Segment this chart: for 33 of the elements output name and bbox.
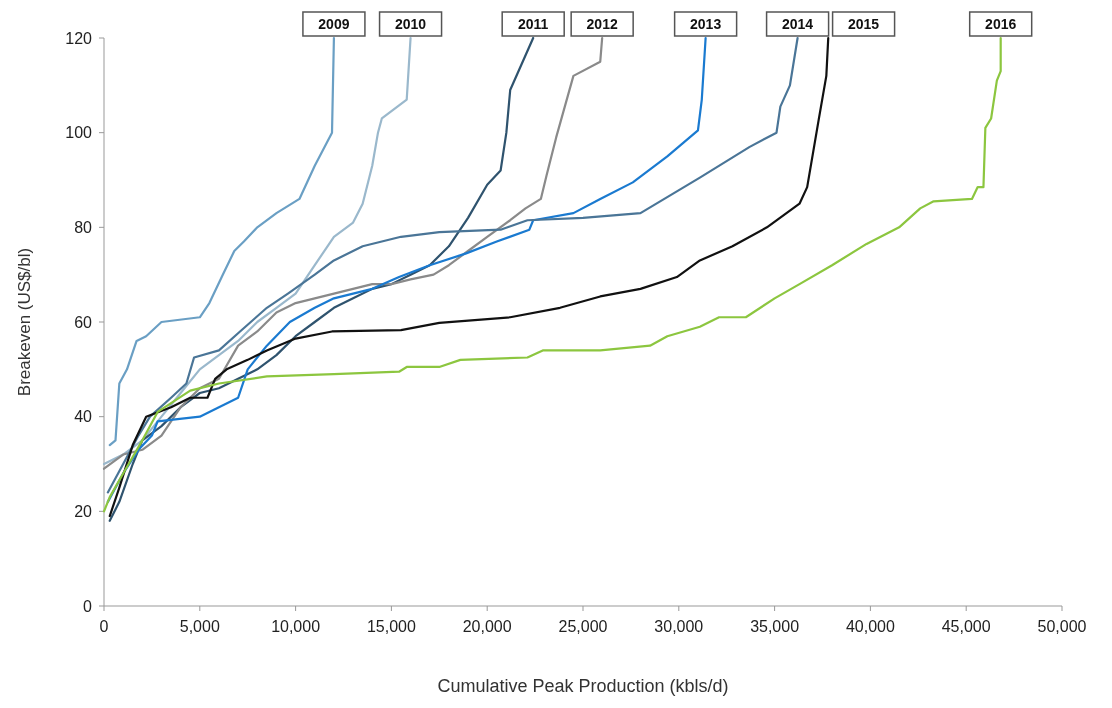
x-tick-label: 45,000	[941, 618, 991, 635]
series-label: 2014	[782, 16, 814, 32]
y-tick-label: 40	[74, 408, 93, 426]
x-tick-label: 0	[99, 618, 109, 635]
series-label: 2013	[690, 16, 722, 32]
series-label: 2012	[586, 16, 618, 32]
x-axis-title: Cumulative Peak Production (kbls/d)	[437, 676, 729, 696]
line-series	[108, 36, 535, 522]
series-label: 2009	[318, 16, 350, 32]
y-tick-label: 80	[74, 218, 93, 236]
y-axis-title: Breakeven (US$/bl)	[15, 247, 34, 397]
x-tick-label: 35,000	[750, 618, 800, 635]
x-tick-label: 5,000	[179, 618, 220, 635]
line-series	[102, 36, 604, 470]
y-tick-label: 100	[65, 124, 93, 142]
y-tick-label: 0	[83, 597, 93, 615]
x-tick-label: 30,000	[654, 618, 704, 635]
x-tick-label: 50,000	[1037, 618, 1087, 635]
x-tick-label: 25,000	[558, 618, 608, 635]
x-tick-label: 10,000	[271, 618, 321, 635]
x-tick-label: 40,000	[845, 618, 895, 635]
line-series	[108, 36, 336, 447]
series-label: 2015	[848, 16, 880, 32]
x-tick-label: 20,000	[462, 618, 512, 635]
series-label: 2010	[394, 16, 427, 32]
y-tick-label: 20	[74, 502, 93, 520]
series-label: 2011	[518, 16, 549, 32]
line-series	[102, 36, 1002, 513]
series-label: 2016	[985, 16, 1017, 32]
y-tick-label: 60	[74, 313, 93, 331]
y-tick-label: 120	[65, 29, 93, 47]
line-series	[102, 36, 412, 466]
x-tick-label: 15,000	[366, 618, 416, 635]
